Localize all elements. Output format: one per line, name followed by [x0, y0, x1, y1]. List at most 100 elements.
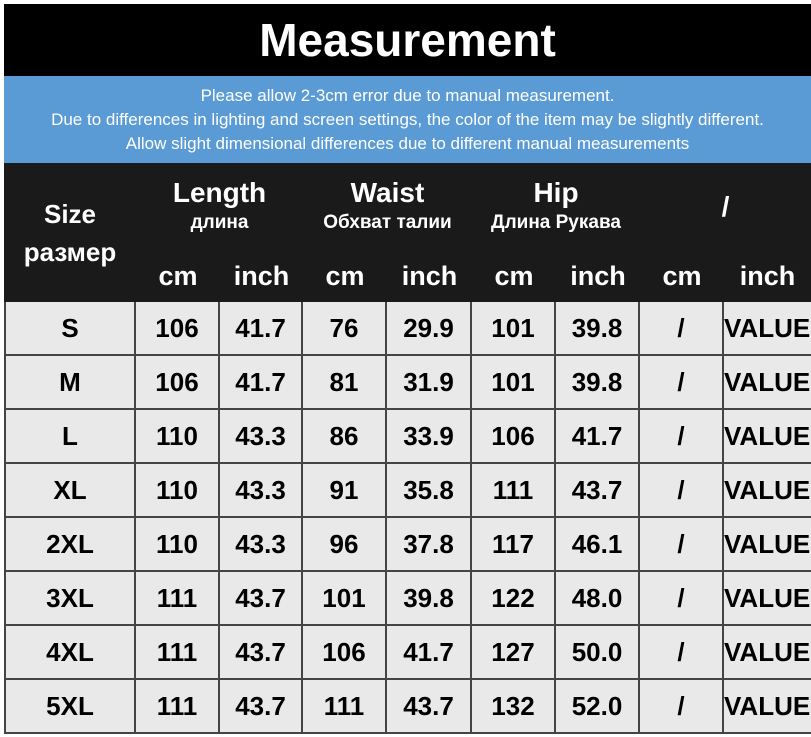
table-cell: 111	[136, 572, 220, 626]
note: Allow slight dimensional differences due…	[125, 133, 690, 153]
table-cell: 91	[303, 464, 387, 518]
table-cell: 110	[136, 518, 220, 572]
table-cell: 5XL	[4, 680, 136, 734]
table-cell: 3XL	[4, 572, 136, 626]
size-header: Size размер	[4, 163, 136, 302]
group-header: Waist Обхват талии	[303, 163, 472, 250]
table-cell: 117	[472, 518, 556, 572]
unit-header: cm	[472, 250, 556, 302]
table-cell: 106	[303, 626, 387, 680]
table-cell: 39.8	[556, 302, 640, 356]
table-cell: 33.9	[387, 410, 472, 464]
table-cell: 110	[136, 464, 220, 518]
table-cell: 35.8	[387, 464, 472, 518]
unit-header: inch	[556, 250, 640, 302]
table-cell: 106	[472, 410, 556, 464]
table-cell: /	[640, 572, 724, 626]
table-cell: 43.3	[220, 464, 303, 518]
table-cell: 43.7	[220, 626, 303, 680]
table-cell: /	[640, 356, 724, 410]
table-cell: VALUE	[724, 626, 811, 680]
table-cell: 46.1	[556, 518, 640, 572]
table-cell: 111	[303, 680, 387, 734]
table-cell: 122	[472, 572, 556, 626]
group-name: Hip	[533, 176, 579, 208]
table-cell: 106	[136, 302, 220, 356]
table-cell: 31.9	[387, 356, 472, 410]
table-cell: 101	[472, 302, 556, 356]
notes: Please allow 2-3cm error due to manual m…	[4, 76, 811, 163]
note: Please allow 2-3cm error due to manual m…	[200, 85, 615, 105]
table-cell: 111	[136, 680, 220, 734]
table-cell: 96	[303, 518, 387, 572]
group-header: /	[640, 163, 811, 250]
table-cell: 110	[136, 410, 220, 464]
table-cell: 41.7	[220, 356, 303, 410]
table-cell: 101	[472, 356, 556, 410]
size-header-text: Size	[43, 198, 97, 229]
table-cell: 101	[303, 572, 387, 626]
table-cell: 43.3	[220, 410, 303, 464]
table-cell: 41.7	[556, 410, 640, 464]
table-cell: VALUE	[724, 572, 811, 626]
group-name: Waist	[350, 176, 425, 208]
group-sub: Длина Рукава	[491, 211, 621, 233]
table-cell: 43.3	[220, 518, 303, 572]
table-cell: /	[640, 302, 724, 356]
group-sub: длина	[190, 211, 249, 233]
group-header: Hip Длина Рукава	[472, 163, 640, 250]
unit-header: inch	[387, 250, 472, 302]
table-cell: /	[640, 518, 724, 572]
table-cell: VALUE	[724, 518, 811, 572]
table-cell: VALUE	[724, 356, 811, 410]
table-cell: 39.8	[387, 572, 472, 626]
table-cell: 127	[472, 626, 556, 680]
table-cell: 111	[136, 626, 220, 680]
table-cell: 43.7	[556, 464, 640, 518]
table-cell: VALUE	[724, 410, 811, 464]
table-cell: 41.7	[220, 302, 303, 356]
table-cell: /	[640, 626, 724, 680]
table-cell: 4XL	[4, 626, 136, 680]
table-cell: /	[640, 680, 724, 734]
table-cell: M	[4, 356, 136, 410]
table-cell: VALUE	[724, 302, 811, 356]
table-cell: 132	[472, 680, 556, 734]
table-cell: 43.7	[220, 680, 303, 734]
table-cell: VALUE	[724, 464, 811, 518]
table-cell: 29.9	[387, 302, 472, 356]
table-cell: L	[4, 410, 136, 464]
size-header-text: размер	[23, 236, 117, 267]
group-name: Length	[172, 176, 267, 208]
unit-header: inch	[220, 250, 303, 302]
table-cell: XL	[4, 464, 136, 518]
group-name: /	[721, 190, 730, 222]
table-cell: /	[640, 464, 724, 518]
group-header: Length длина	[136, 163, 303, 250]
title: Measurement	[4, 4, 811, 76]
table-cell: 86	[303, 410, 387, 464]
table-cell: 43.7	[387, 680, 472, 734]
table-cell: 43.7	[220, 572, 303, 626]
table-cell: 111	[472, 464, 556, 518]
unit-header: cm	[303, 250, 387, 302]
table-cell: 50.0	[556, 626, 640, 680]
table-cell: 48.0	[556, 572, 640, 626]
unit-header: cm	[136, 250, 220, 302]
table-cell: 106	[136, 356, 220, 410]
table-cell: 81	[303, 356, 387, 410]
table-cell: 52.0	[556, 680, 640, 734]
table-cell: VALUE	[724, 680, 811, 734]
table-cell: S	[4, 302, 136, 356]
table-cell: /	[640, 410, 724, 464]
unit-header: cm	[640, 250, 724, 302]
table-cell: 41.7	[387, 626, 472, 680]
table-cell: 2XL	[4, 518, 136, 572]
table-cell: 39.8	[556, 356, 640, 410]
group-sub: Обхват талии	[323, 211, 452, 233]
table-cell: 37.8	[387, 518, 472, 572]
note: Due to differences in lighting and scree…	[51, 109, 764, 129]
table-cell: 76	[303, 302, 387, 356]
unit-header: inch	[724, 250, 811, 302]
